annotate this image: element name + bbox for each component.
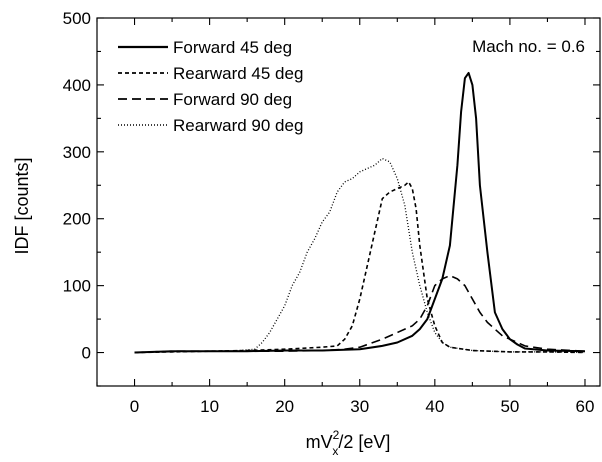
x-title-tail: /2 [eV] — [338, 432, 390, 452]
x-tick-label: 0 — [130, 397, 139, 416]
y-tick-label: 500 — [63, 9, 91, 28]
series-line-3 — [134, 274, 586, 354]
series-line-4 — [134, 157, 586, 354]
y-tick-label: 400 — [63, 76, 91, 95]
y-tick-label: 300 — [63, 143, 91, 162]
x-tick-label: 10 — [200, 397, 219, 416]
mach-annotation: Mach no. = 0.6 — [472, 37, 585, 56]
x-title-base: mV — [306, 432, 333, 452]
x-title-sub: x — [332, 444, 338, 458]
y-tick-label: 100 — [63, 277, 91, 296]
x-tick-label: 50 — [500, 397, 519, 416]
x-tick-label: 40 — [425, 397, 444, 416]
series-line-1 — [134, 71, 586, 354]
series-line-2 — [134, 181, 586, 354]
plot-border — [96, 17, 601, 387]
legend-label-3: Forward 90 deg — [173, 90, 292, 109]
x-axis-ticks: 0 10 20 30 40 50 60 — [96, 18, 595, 416]
x-tick-label: 30 — [350, 397, 369, 416]
y-axis-title: IDF [counts] — [12, 157, 32, 254]
x-tick-label: 60 — [576, 397, 595, 416]
y-axis-ticks: 0 100 200 300 400 500 — [63, 9, 600, 387]
legend-label-1: Forward 45 deg — [173, 38, 292, 57]
plot-frame — [96, 17, 601, 387]
x-title-sup: 2 — [333, 428, 340, 442]
y-tick-label: 200 — [63, 210, 91, 229]
series-layer — [134, 71, 586, 354]
legend-label-2: Rearward 45 deg — [173, 64, 303, 83]
legend: Forward 45 deg Rearward 45 deg Forward 90 … — [118, 38, 303, 135]
x-axis-title: mV2 x/2 [eV] — [306, 428, 391, 458]
y-tick-label: 0 — [82, 344, 91, 363]
x-tick-label: 20 — [275, 397, 294, 416]
legend-label-4: Rearward 90 deg — [173, 116, 303, 135]
